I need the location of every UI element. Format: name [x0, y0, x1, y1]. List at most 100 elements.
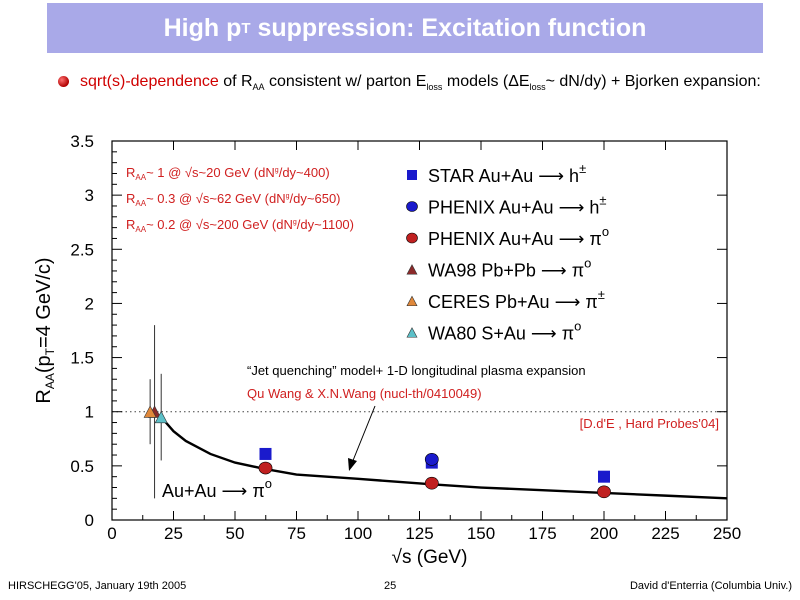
data-point	[259, 447, 272, 460]
raa-sub2: g	[286, 193, 290, 200]
y-tick-label: 3.5	[70, 132, 94, 151]
inset-particle: π	[252, 481, 264, 501]
y-tick-label: 0.5	[70, 457, 94, 476]
legend-entry: CERES Pb+Au ⟶ π±	[428, 287, 605, 312]
x-tick-label: 225	[651, 524, 679, 543]
legend-particle-sup: ±	[599, 193, 606, 208]
legend-entry: WA98 Pb+Pb ⟶ πo	[428, 256, 591, 281]
legend-particle: π	[562, 324, 574, 344]
x-tick-label: 200	[590, 524, 618, 543]
y-tick-label: 2.5	[70, 240, 94, 259]
legend-arrow: ⟶	[554, 198, 590, 218]
legend-series-name: PHENIX Au+Au	[428, 229, 554, 249]
legend-series-name: WA98 Pb+Pb	[428, 261, 536, 281]
data-point	[258, 461, 273, 475]
y-tick-label: 0	[85, 511, 94, 530]
model-arrow-line	[351, 405, 376, 464]
bullet-t3-sub: loss	[529, 82, 546, 93]
inset-particle-sup: o	[265, 476, 272, 491]
bullet-t1: of R	[218, 73, 253, 90]
x-tick-label: 250	[713, 524, 741, 543]
legend-marker	[406, 201, 418, 212]
x-tick-label: 0	[107, 524, 116, 543]
inset-arrow: ⟶	[217, 481, 253, 501]
bullet-t2-sub: loss	[426, 82, 443, 93]
y-tick-label: 1.5	[70, 349, 94, 368]
x-tick-label: 25	[164, 524, 183, 543]
inset-label: Au+Au ⟶ πo	[162, 476, 272, 501]
model-label: “Jet quenching” model+ 1-D longitudinal …	[247, 363, 586, 378]
x-tick-label: 50	[226, 524, 245, 543]
raa-post: ~ 0.3 @ √s~62 GeV (dN	[146, 191, 286, 206]
bullet-highlight: sqrt(s)-dependence	[80, 73, 219, 90]
legend-entry: PHENIX Au+Au ⟶ h±	[428, 193, 607, 218]
footer-left: HIRSCHEGG'05, January 19th 2005	[8, 580, 187, 592]
legend-arrow: ⟶	[526, 324, 562, 344]
legend-particle-sup: o	[602, 224, 609, 239]
compilation-reference: [D.d'E , Hard Probes'04]	[580, 416, 719, 431]
y-label-rest: (p	[33, 355, 55, 373]
legend-particle: π	[589, 229, 601, 249]
raa-post: ~ 1 @ √s~20 GeV (dN	[146, 165, 275, 180]
y-label-sub2: T	[43, 347, 57, 355]
raa-sub2: g	[275, 167, 279, 174]
x-tick-label: 100	[344, 524, 372, 543]
legend-marker	[406, 327, 418, 338]
y-tick-label: 2	[85, 294, 94, 313]
legend-marker	[406, 295, 418, 307]
legend-entry: STAR Au+Au ⟶ h±	[428, 161, 586, 186]
legend-particle: π	[572, 261, 584, 281]
raa-sub: AA	[135, 173, 146, 182]
legend-marker	[406, 264, 418, 275]
legend-particle-sup: ±	[598, 287, 605, 302]
legend-particle: h	[569, 166, 579, 186]
legend-entry: WA80 S+Au ⟶ πo	[428, 319, 581, 344]
chart: 0 25 50 75 100 125 150 175 200 225 250 0 0.5 1 1.5 2 2.5…	[33, 132, 741, 568]
raa-annotation: RAA~ 0.3 @ √s~62 GeV (dNg/dy~650)	[126, 191, 341, 208]
legend-particle-sup: o	[574, 319, 581, 334]
legend-particle-sup: o	[584, 256, 591, 271]
x-tick-label: 75	[287, 524, 306, 543]
x-tick-label: 150	[467, 524, 495, 543]
data-point	[598, 470, 610, 483]
legend-arrow: ⟶	[550, 292, 586, 312]
legend-particle: h	[589, 198, 599, 218]
data-point	[424, 476, 439, 490]
legend-particle-sup: ±	[579, 161, 586, 176]
y-label-sub: AA	[43, 373, 57, 389]
raa-end: /dy~650)	[290, 191, 341, 206]
legend-arrow: ⟶	[533, 166, 569, 186]
data-point	[143, 405, 157, 418]
y-label-main: R	[33, 389, 55, 403]
bullet-icon	[58, 76, 69, 87]
legend-series-name: PHENIX Au+Au	[428, 198, 554, 218]
raa-annotation: RAA~ 1 @ √s~20 GeV (dNg/dy~400)	[126, 165, 330, 182]
x-tick-label: 175	[528, 524, 556, 543]
raa-annotation: RAA~ 0.2 @ √s~200 GeV (dNg/dy~1100)	[126, 217, 354, 234]
legend-series-name: CERES Pb+Au	[428, 292, 550, 312]
footer-page-number: 25	[384, 580, 397, 592]
model-curve	[160, 416, 728, 500]
bullet-t1-sub: AA	[252, 82, 265, 93]
raa-sub: AA	[135, 199, 146, 208]
bullet-t2: consistent w/ parton E	[264, 73, 427, 90]
legend-particle: π	[585, 292, 597, 312]
model-arrow-head	[348, 458, 357, 471]
legend-arrow: ⟶	[554, 229, 590, 249]
data-point	[597, 485, 611, 499]
bullet-text: sqrt(s)-dependence of RAA consistent w/ …	[80, 68, 788, 101]
bullet-point: sqrt(s)-dependence of RAA consistent w/ …	[58, 68, 788, 101]
bullet-t3: models (ΔE	[442, 73, 530, 90]
slide-title-rest: suppression: Excitation function	[250, 13, 647, 42]
bullet-t4: ~ dN/dy) + Bjorken expansion:	[545, 73, 761, 90]
footer-right: David d'Enterria (Columbia Univ.)	[629, 580, 792, 592]
legend-marker	[407, 170, 417, 180]
legend-entry: PHENIX Au+Au ⟶ πo	[428, 224, 609, 249]
x-axis-label: √s (GeV)	[392, 547, 468, 568]
y-tick-label: 3	[85, 186, 94, 205]
y-axis-label: RAA(pT=4 GeV/c)	[33, 257, 57, 403]
raa-end: /dy~400)	[279, 165, 330, 180]
y-label-end: =4 GeV/c)	[33, 257, 55, 348]
raa-sub2: g	[293, 219, 297, 226]
legend-series-name: STAR Au+Au	[428, 166, 533, 186]
